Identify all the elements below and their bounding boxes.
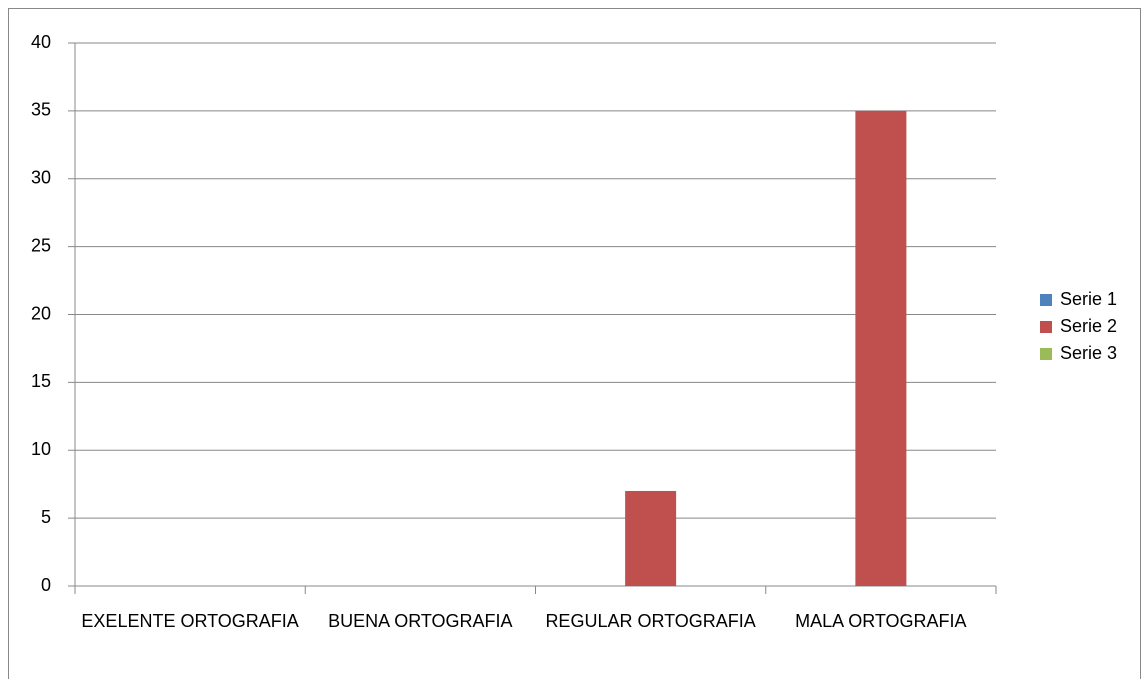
y-tick-label: 0 — [41, 575, 51, 595]
bar — [625, 490, 677, 586]
x-tick-label: REGULAR ORTOGRAFIA — [545, 611, 756, 631]
x-tick-label: MALA ORTOGRAFIA — [795, 611, 967, 631]
y-tick-label: 40 — [31, 32, 51, 52]
x-tick-label: BUENA ORTOGRAFIA — [328, 611, 513, 631]
legend-swatch — [1040, 294, 1052, 306]
y-tick-label: 20 — [31, 303, 51, 323]
legend-swatch — [1040, 321, 1052, 333]
legend-label: Serie 2 — [1060, 316, 1117, 336]
legend-label: Serie 3 — [1060, 343, 1117, 363]
y-tick-label: 25 — [31, 235, 51, 255]
y-tick-label: 30 — [31, 168, 51, 188]
legend-swatch — [1040, 348, 1052, 360]
y-tick-label: 15 — [31, 371, 51, 391]
legend-label: Serie 1 — [1060, 289, 1117, 309]
chart-border — [8, 8, 1141, 679]
y-tick-label: 35 — [31, 100, 51, 120]
y-tick-label: 5 — [41, 507, 51, 527]
bar — [855, 110, 907, 586]
x-tick-label: EXELENTE ORTOGRAFIA — [81, 611, 299, 631]
y-tick-label: 10 — [31, 439, 51, 459]
